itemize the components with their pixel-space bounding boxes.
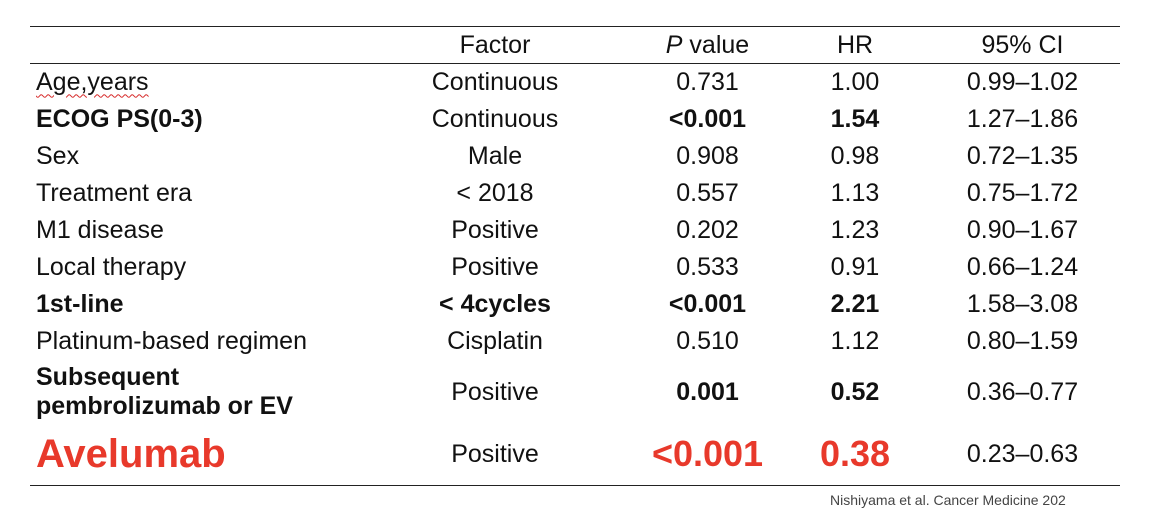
hr-cell: 1.12 — [830, 327, 880, 355]
p-value-cell: 0.908 — [676, 142, 739, 170]
table-row: Treatment era < 2018 0.557 1.13 0.75–1.7… — [30, 175, 1120, 212]
p-value-cell: <0.001 — [651, 433, 764, 475]
table-row: 1st-line < 4cycles <0.001 2.21 1.58–3.08 — [30, 286, 1120, 323]
factor-cell: Positive — [451, 253, 539, 281]
ci-cell: 0.66–1.24 — [966, 253, 1079, 281]
p-value-cell: 0.202 — [676, 216, 739, 244]
factor-cell: < 4cycles — [439, 290, 551, 318]
variable-cell: Subsequent pembrolizumab or EV — [36, 362, 293, 420]
factor-cell: Male — [467, 142, 523, 170]
variable-label: Age,years — [36, 68, 149, 97]
factor-cell: < 2018 — [456, 179, 534, 207]
hr-cell: 1.13 — [830, 179, 880, 207]
variable-cell: M1 disease — [36, 216, 164, 244]
factor-cell: Positive — [451, 216, 539, 244]
header-factor: Factor — [459, 31, 531, 59]
hr-cell: 0.98 — [830, 142, 880, 170]
variable-cell: Age,years — [30, 64, 360, 101]
factor-cell: Continuous — [431, 105, 559, 133]
ci-cell: 0.99–1.02 — [966, 68, 1079, 97]
variable-cell: Treatment era — [36, 179, 193, 207]
p-value-cell: 0.557 — [676, 179, 739, 207]
ci-cell: 0.72–1.35 — [966, 142, 1079, 170]
hr-cell: 1.00 — [830, 68, 880, 97]
ci-cell: 1.58–3.08 — [966, 290, 1079, 318]
variable-cell: ECOG PS(0-3) — [36, 105, 203, 133]
variable-cell: Sex — [36, 142, 80, 170]
header-row: Factor P value HR 95% CI — [30, 26, 1120, 64]
ci-cell: 0.23–0.63 — [966, 440, 1079, 469]
factor-cell: Continuous — [431, 68, 559, 97]
factor-cell: Positive — [451, 440, 539, 469]
header-ci: 95% CI — [981, 31, 1064, 59]
p-value-cell: <0.001 — [668, 105, 747, 133]
hr-cell: 2.21 — [830, 290, 880, 318]
table-row: Local therapy Positive 0.533 0.91 0.66–1… — [30, 249, 1120, 286]
hr-cell: 0.38 — [819, 433, 891, 475]
table-row: Age,years Continuous 0.731 1.00 0.99–1.0… — [30, 64, 1120, 101]
variable-cell: Avelumab — [36, 432, 226, 477]
hr-cell: 0.91 — [830, 253, 880, 281]
p-value-cell: 0.533 — [676, 253, 739, 281]
table-row: Subsequent pembrolizumab or EV Positive … — [30, 360, 1120, 424]
factor-cell: Positive — [451, 377, 539, 406]
ci-cell: 0.80–1.59 — [966, 327, 1079, 355]
table-row: M1 disease Positive 0.202 1.23 0.90–1.67 — [30, 212, 1120, 249]
hr-cell: 1.23 — [830, 216, 880, 244]
hr-cell: 1.54 — [830, 105, 880, 133]
citation-text: Nishiyama et al. Cancer Medicine 202 — [830, 492, 1066, 508]
header-p-value: P value — [665, 31, 750, 59]
ci-cell: 0.75–1.72 — [966, 179, 1079, 207]
table-row: Platinum-based regimen Cisplatin 0.510 1… — [30, 323, 1120, 360]
variable-cell: Local therapy — [36, 253, 187, 281]
variable-cell: Platinum-based regimen — [36, 327, 307, 355]
p-value-cell: <0.001 — [668, 290, 747, 318]
citation-footer: Nishiyama et al. Cancer Medicine 202 — [830, 490, 1130, 510]
ci-cell: 0.90–1.67 — [966, 216, 1079, 244]
table-row-highlighted: Avelumab Positive <0.001 0.38 0.23–0.63 — [30, 424, 1120, 486]
variable-cell: 1st-line — [36, 290, 124, 318]
table-row: ECOG PS(0-3) Continuous <0.001 1.54 1.27… — [30, 101, 1120, 138]
header-variable — [30, 27, 360, 64]
p-value-cell: 0.731 — [676, 68, 739, 97]
ci-cell: 0.36–0.77 — [966, 377, 1079, 406]
header-hr: HR — [836, 31, 874, 59]
p-value-cell: 0.510 — [676, 327, 739, 355]
hazard-ratio-table: Factor P value HR 95% CI Age,years Conti… — [30, 26, 1120, 486]
hr-cell: 0.52 — [830, 377, 880, 406]
p-value-cell: 0.001 — [676, 377, 739, 406]
factor-cell: Cisplatin — [447, 327, 543, 355]
table-row: Sex Male 0.908 0.98 0.72–1.35 — [30, 138, 1120, 175]
ci-cell: 1.27–1.86 — [966, 105, 1079, 133]
